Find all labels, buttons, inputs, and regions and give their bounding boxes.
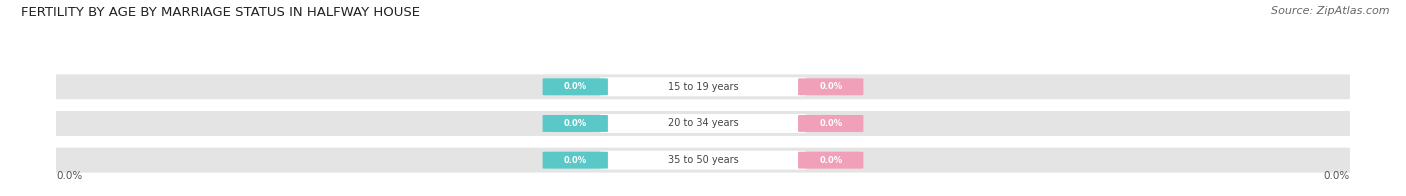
FancyBboxPatch shape bbox=[543, 115, 607, 132]
FancyBboxPatch shape bbox=[799, 152, 863, 169]
Text: FERTILITY BY AGE BY MARRIAGE STATUS IN HALFWAY HOUSE: FERTILITY BY AGE BY MARRIAGE STATUS IN H… bbox=[21, 6, 420, 19]
Text: 0.0%: 0.0% bbox=[820, 119, 842, 128]
Text: 0.0%: 0.0% bbox=[564, 119, 586, 128]
Text: 35 to 50 years: 35 to 50 years bbox=[668, 155, 738, 165]
Text: 0.0%: 0.0% bbox=[820, 156, 842, 165]
FancyBboxPatch shape bbox=[599, 114, 807, 133]
FancyBboxPatch shape bbox=[799, 78, 863, 95]
FancyBboxPatch shape bbox=[543, 152, 607, 169]
FancyBboxPatch shape bbox=[799, 115, 863, 132]
FancyBboxPatch shape bbox=[37, 74, 1369, 99]
FancyBboxPatch shape bbox=[543, 78, 607, 95]
Text: 0.0%: 0.0% bbox=[820, 82, 842, 91]
FancyBboxPatch shape bbox=[37, 148, 1369, 173]
Text: 0.0%: 0.0% bbox=[56, 171, 83, 181]
Text: 15 to 19 years: 15 to 19 years bbox=[668, 82, 738, 92]
Text: 0.0%: 0.0% bbox=[564, 82, 586, 91]
Text: Source: ZipAtlas.com: Source: ZipAtlas.com bbox=[1271, 6, 1389, 16]
FancyBboxPatch shape bbox=[37, 111, 1369, 136]
Text: 0.0%: 0.0% bbox=[1323, 171, 1350, 181]
FancyBboxPatch shape bbox=[599, 77, 807, 96]
Text: 20 to 34 years: 20 to 34 years bbox=[668, 118, 738, 129]
Text: 0.0%: 0.0% bbox=[564, 156, 586, 165]
FancyBboxPatch shape bbox=[599, 151, 807, 170]
